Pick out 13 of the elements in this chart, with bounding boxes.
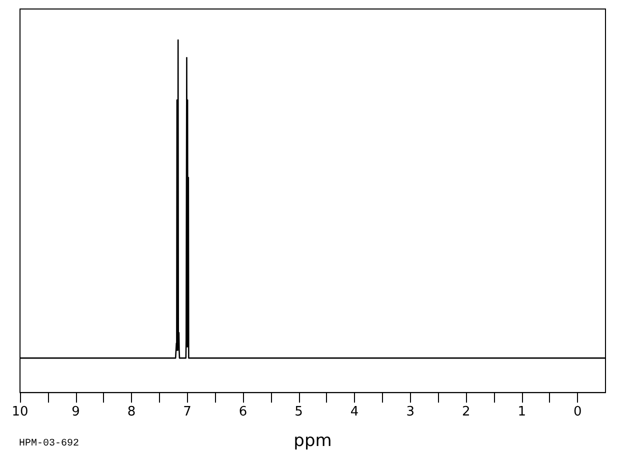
x-tick-label: 1 bbox=[518, 404, 526, 420]
x-tick-label: 4 bbox=[350, 404, 359, 420]
x-axis-title: ppm bbox=[294, 431, 332, 452]
x-tick-label: 9 bbox=[72, 404, 80, 420]
x-tick-label: 0 bbox=[573, 404, 582, 420]
x-tick-label: 8 bbox=[127, 404, 136, 420]
x-tick-label: 6 bbox=[238, 404, 248, 420]
x-tick-label: 2 bbox=[462, 404, 470, 420]
x-tick-label: 10 bbox=[12, 404, 28, 420]
x-tick-label: 3 bbox=[406, 404, 414, 420]
x-tick-label: 5 bbox=[294, 404, 303, 420]
text: HPM-03-692 bbox=[19, 438, 80, 450]
x-tick-label: 7 bbox=[183, 404, 192, 420]
